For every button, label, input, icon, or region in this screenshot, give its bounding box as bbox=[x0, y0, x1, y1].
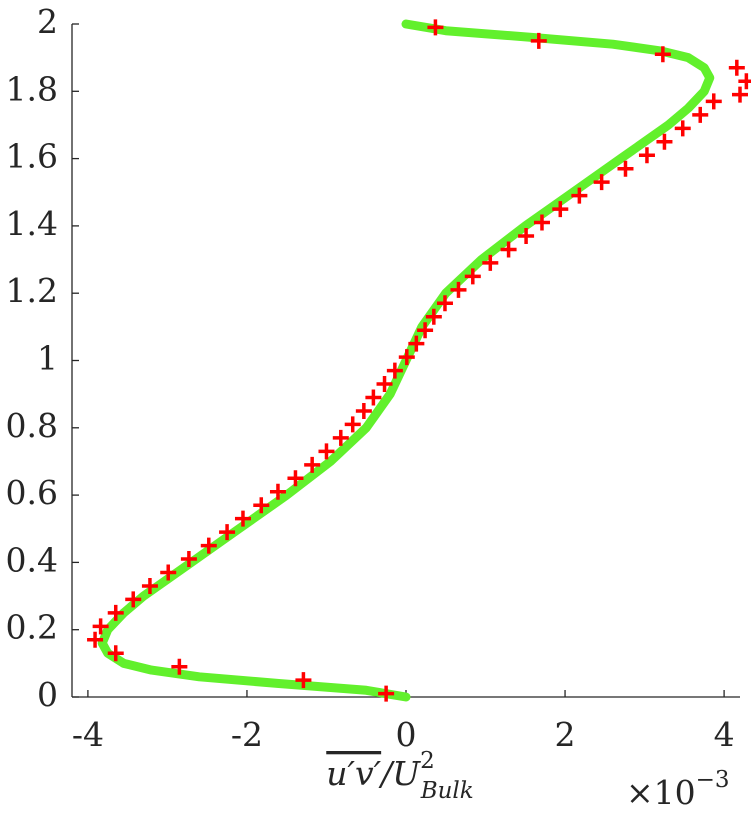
x-tick-label: 0 bbox=[396, 715, 417, 754]
data-marker bbox=[593, 174, 610, 191]
data-marker bbox=[378, 685, 395, 702]
data-marker bbox=[87, 631, 104, 648]
data-marker bbox=[253, 497, 270, 514]
x-label-div: /U bbox=[378, 754, 421, 793]
x-axis-label: u′v′/U2 Bulk bbox=[326, 748, 473, 804]
data-marker bbox=[518, 227, 535, 244]
data-marker bbox=[436, 295, 453, 312]
data-marker bbox=[738, 73, 751, 90]
x-label-sub: Bulk bbox=[420, 778, 474, 804]
data-marker bbox=[141, 577, 158, 594]
data-marker bbox=[386, 362, 403, 379]
y-tick-label: 0.8 bbox=[6, 406, 58, 445]
data-marker bbox=[533, 214, 550, 231]
data-marker bbox=[732, 86, 748, 103]
y-tick-label: 1 bbox=[37, 339, 58, 378]
data-marker bbox=[417, 322, 434, 339]
data-marker bbox=[656, 133, 673, 150]
data-marker bbox=[705, 93, 722, 110]
data-marker bbox=[304, 456, 321, 473]
y-tick-label: 0.4 bbox=[6, 540, 58, 579]
data-marker bbox=[92, 618, 109, 635]
data-marker bbox=[552, 201, 569, 218]
x-label-main: u′v′ bbox=[326, 754, 381, 793]
data-marker bbox=[125, 591, 142, 608]
data-marker bbox=[160, 564, 177, 581]
y-tick-label: 1.4 bbox=[6, 204, 58, 243]
data-marker bbox=[638, 147, 655, 164]
data-marker bbox=[427, 19, 444, 36]
data-marker bbox=[376, 376, 393, 393]
data-marker bbox=[482, 254, 499, 271]
y-tick-label: 1.6 bbox=[6, 137, 58, 176]
data-marker bbox=[269, 483, 286, 500]
data-marker bbox=[180, 551, 197, 568]
data-marker bbox=[107, 645, 124, 662]
data-marker bbox=[398, 349, 415, 366]
multiplier-exponent: −3 bbox=[696, 767, 730, 793]
x-tick-label: 2 bbox=[555, 715, 576, 754]
data-marker bbox=[425, 308, 442, 325]
data-marker bbox=[692, 106, 709, 123]
x-tick-label: -2 bbox=[231, 715, 263, 754]
y-tick-label: 0.6 bbox=[6, 473, 58, 512]
data-marker bbox=[332, 429, 349, 446]
data-marker bbox=[464, 268, 481, 285]
x-tick-label: 4 bbox=[714, 715, 735, 754]
data-marker bbox=[674, 120, 691, 137]
y-tick-label: 0.2 bbox=[6, 608, 58, 647]
data-marker bbox=[365, 389, 382, 406]
x-tick-label: -4 bbox=[72, 715, 104, 754]
data-marker bbox=[408, 335, 425, 352]
data-marker bbox=[287, 470, 304, 487]
data-marker bbox=[617, 160, 634, 177]
data-marker bbox=[234, 510, 251, 527]
y-tick-label: 1.8 bbox=[6, 69, 58, 108]
data-marker bbox=[107, 604, 124, 621]
data-marker bbox=[500, 241, 517, 258]
y-tick-label: 0 bbox=[37, 675, 58, 714]
multiplier-base: ×10 bbox=[626, 773, 696, 812]
data-marker bbox=[200, 537, 217, 554]
data-marker bbox=[728, 59, 745, 76]
data-marker bbox=[171, 658, 188, 675]
y-tick-label: 2 bbox=[37, 2, 58, 41]
data-marker bbox=[219, 524, 236, 541]
y-tick-label: 1.2 bbox=[6, 271, 58, 310]
data-marker bbox=[450, 281, 467, 298]
data-marker bbox=[318, 443, 335, 460]
x-multiplier: ×10−3 bbox=[626, 767, 730, 812]
x-label-sup: 2 bbox=[420, 748, 435, 774]
data-marker bbox=[355, 402, 372, 419]
data-marker bbox=[295, 672, 312, 689]
data-marker bbox=[530, 32, 547, 49]
data-marker bbox=[571, 187, 588, 204]
data-marker bbox=[654, 46, 671, 63]
data-marker bbox=[344, 416, 361, 433]
